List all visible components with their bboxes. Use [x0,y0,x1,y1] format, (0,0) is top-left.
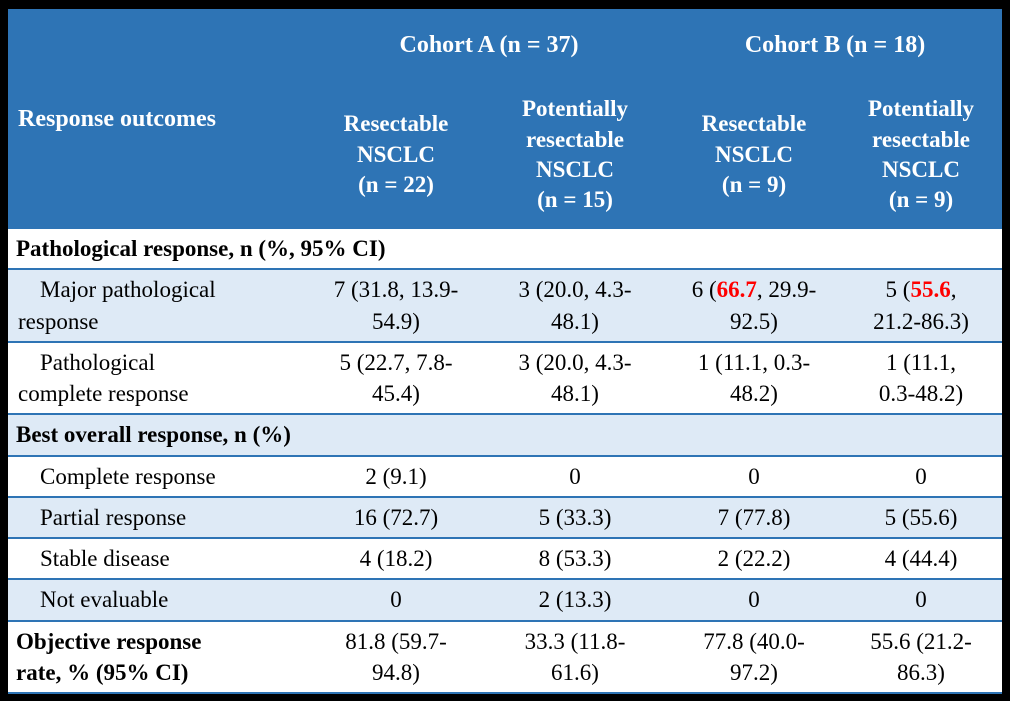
section-pathological-response: Pathological response, n (%, 95% CI) [8,229,1003,270]
cell-pr-cohort-b-resectable: 7 (77.8) [668,495,841,539]
cell-pr-cohort-a-potentially: 5 (33.3) [482,495,669,539]
row-pathological-complete-response: Pathological complete response 5 (22.7, … [8,340,1003,415]
cell-cr-cohort-b-resectable: 0 [668,454,841,497]
row-major-pathological-response: Major pathological response 7 (31.8, 13.… [8,268,1003,342]
mpr-b-potentially-suffix: , 21.2-86.3) [873,277,969,334]
section-pathological-response-label: Pathological response, n (%, 95% CI) [16,236,386,261]
cell-orr-cohort-b-potentially: 55.6 (21.2- 86.3) [840,619,1003,695]
label-stable-disease: Stable disease [8,537,310,580]
cell-cr-cohort-a-resectable: 2 (9.1) [310,454,482,497]
subgroup-header-row: Resectable NSCLC (n = 22) Potentially re… [8,81,1003,229]
cell-mpr-cohort-a-potentially: 3 (20.0, 4.3- 48.1) [482,268,669,342]
cell-pcr-cohort-b-resectable: 1 (11.1, 0.3- 48.2) [668,340,841,415]
header-cohort-a-potentially-resectable: Potentially resectable NSCLC (n = 15) [482,81,669,229]
cell-sd-cohort-a-potentially: 8 (53.3) [482,537,669,580]
cell-pcr-cohort-a-resectable: 5 (22.7, 7.8- 45.4) [310,340,482,415]
label-major-pathological-response: Major pathological response [8,268,310,342]
mpr-b-potentially-prefix: 5 ( [885,277,911,303]
row-complete-response: Complete response 2 (9.1) 0 0 0 [8,454,1003,497]
header-response-outcomes: Response outcomes [8,9,310,229]
cell-pcr-cohort-a-potentially: 3 (20.0, 4.3- 48.1) [482,340,669,415]
cell-sd-cohort-b-potentially: 4 (44.4) [840,537,1003,580]
cell-orr-cohort-b-resectable: 77.8 (40.0- 97.2) [668,619,841,695]
mpr-b-potentially-highlight: 55.6 [910,277,951,303]
header-cohort-a-resectable: Resectable NSCLC (n = 22) [310,81,482,229]
cohort-header-row: Response outcomes Cohort A (n = 37) Coho… [8,9,1003,229]
mpr-b-resectable-prefix: 6 ( [691,277,717,303]
cell-mpr-cohort-b-resectable: 6 (66.7, 29.9- 92.5) [668,268,841,342]
cell-orr-cohort-a-resectable: 81.8 (59.7- 94.8) [310,619,482,695]
header-cohort-a: Cohort A (n = 37) [310,9,669,81]
label-objective-response-rate: Objective response rate, % (95% CI) [8,619,310,695]
cell-ne-cohort-a-potentially: 2 (13.3) [482,578,669,621]
cell-ne-cohort-b-potentially: 0 [840,578,1003,621]
label-not-evaluable: Not evaluable [8,578,310,621]
cell-sd-cohort-b-resectable: 2 (22.2) [668,537,841,580]
cell-pr-cohort-b-potentially: 5 (55.6) [840,495,1003,539]
cell-mpr-cohort-b-potentially: 5 (55.6, 21.2-86.3) [840,268,1003,342]
cell-ne-cohort-b-resectable: 0 [668,578,841,621]
cell-pcr-cohort-b-potentially: 1 (11.1, 0.3-48.2) [840,340,1003,415]
label-pathological-complete-response: Pathological complete response [8,340,310,415]
row-partial-response: Partial response 16 (72.7) 5 (33.3) 7 (7… [8,495,1003,539]
cell-pr-cohort-a-resectable: 16 (72.7) [310,495,482,539]
header-cohort-b-potentially-resectable: Potentially resectable NSCLC (n = 9) [840,81,1003,229]
section-best-overall-response: Best overall response, n (%) [8,413,1003,456]
table-body: Pathological response, n (%, 95% CI) Maj… [8,229,1003,695]
table-header: Response outcomes Cohort A (n = 37) Coho… [8,9,1003,229]
row-stable-disease: Stable disease 4 (18.2) 8 (53.3) 2 (22.2… [8,537,1003,580]
header-cohort-b: Cohort B (n = 18) [668,9,1003,81]
mpr-b-resectable-suffix: , 29.9- 92.5) [730,277,817,334]
cell-ne-cohort-a-resectable: 0 [310,578,482,621]
cell-orr-cohort-a-potentially: 33.3 (11.8- 61.6) [482,619,669,695]
row-objective-response-rate: Objective response rate, % (95% CI) 81.8… [8,619,1003,695]
label-complete-response: Complete response [8,454,310,497]
cell-mpr-cohort-a-resectable: 7 (31.8, 13.9- 54.9) [310,268,482,342]
cell-cr-cohort-a-potentially: 0 [482,454,669,497]
label-partial-response: Partial response [8,495,310,539]
cell-cr-cohort-b-potentially: 0 [840,454,1003,497]
cell-sd-cohort-a-resectable: 4 (18.2) [310,537,482,580]
section-best-overall-response-label: Best overall response, n (%) [8,413,1003,456]
mpr-b-resectable-highlight: 66.7 [716,277,757,303]
header-cohort-b-resectable: Resectable NSCLC (n = 9) [668,81,841,229]
response-outcomes-table: Response outcomes Cohort A (n = 37) Coho… [8,9,1003,695]
row-not-evaluable: Not evaluable 0 2 (13.3) 0 0 [8,578,1003,621]
